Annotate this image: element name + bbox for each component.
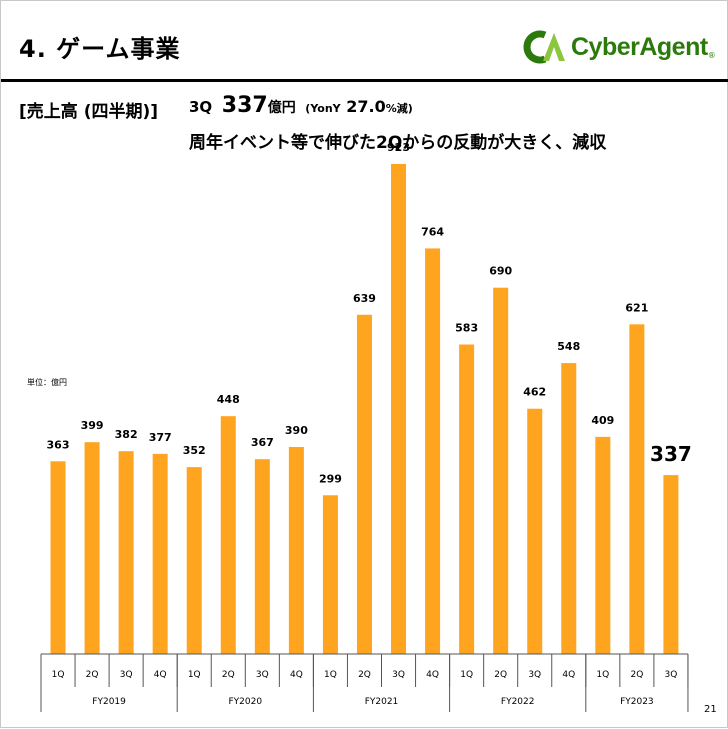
category-tick-label: 3Q	[392, 670, 405, 680]
category-tick-label: 1Q	[596, 670, 609, 680]
bar	[459, 344, 475, 654]
headline-unit: 億円	[267, 100, 296, 116]
category-tick-label: 1Q	[188, 670, 201, 680]
bar-value-label: 377	[149, 431, 172, 444]
bar	[356, 314, 372, 654]
headline-yoy-prefix: (YonY	[305, 102, 341, 115]
bar	[84, 442, 100, 654]
bar-value-label: 399	[81, 419, 104, 432]
group-tick-label: FY2020	[229, 697, 263, 707]
bar-value-label: 548	[557, 340, 580, 353]
section-label: [売上高 (四半期)]	[19, 102, 158, 122]
category-tick-label: 4Q	[562, 670, 575, 680]
category-tick-label: 3Q	[665, 670, 678, 680]
headline-value: 337	[221, 93, 268, 118]
bar-value-label: 363	[47, 438, 70, 451]
bar-value-label: 337	[650, 442, 692, 466]
bar	[220, 416, 236, 654]
bar	[50, 461, 66, 654]
group-tick-label: FY2021	[365, 697, 399, 707]
category-tick-label: 1Q	[324, 670, 337, 680]
title-divider	[1, 79, 728, 82]
bar	[118, 451, 134, 654]
cyberagent-logo: CyberAgent ®	[523, 25, 719, 69]
bar-value-label: 390	[285, 424, 308, 437]
unit-note: 単位：億円	[27, 378, 67, 387]
bar	[663, 475, 679, 654]
headline-yoy-value: 27.0	[346, 97, 386, 116]
bar-value-label: 367	[251, 436, 274, 449]
headline-quarter: 3Q	[189, 98, 213, 116]
headline-yoy-suffix: %減)	[385, 102, 413, 115]
ca-logo-icon	[523, 30, 565, 64]
bar-value-label: 462	[523, 386, 546, 399]
bar	[254, 459, 270, 654]
category-tick-label: 1Q	[460, 670, 473, 680]
bar-value-label: 448	[217, 393, 240, 406]
logo-text: CyberAgent	[571, 32, 708, 61]
page-title: 4. ゲーム事業	[19, 35, 181, 63]
category-tick-label: 4Q	[290, 670, 303, 680]
category-tick-label: 3Q	[256, 670, 269, 680]
category-tick-label: 3Q	[120, 670, 133, 680]
bar-value-label: 583	[455, 321, 478, 334]
page-number: 21	[704, 704, 717, 715]
bar-value-label: 764	[421, 225, 444, 238]
bar	[186, 467, 202, 654]
bar	[425, 248, 441, 654]
category-tick-label: 2Q	[86, 670, 99, 680]
category-tick-label: 3Q	[528, 670, 541, 680]
bar	[391, 164, 407, 654]
logo-trademark: ®	[707, 51, 716, 60]
bar-value-label: 690	[489, 265, 512, 278]
bar	[152, 453, 168, 654]
bar-value-label: 299	[319, 472, 342, 485]
group-tick-label: FY2023	[620, 697, 654, 707]
bar-value-label: 382	[115, 428, 138, 441]
bar-value-label: 352	[183, 444, 206, 457]
category-tick-label: 2Q	[358, 670, 371, 680]
bar	[288, 446, 304, 654]
bar	[493, 287, 509, 654]
category-tick-label: 4Q	[426, 670, 439, 680]
bar	[322, 495, 338, 654]
bar-value-label: 923	[387, 141, 410, 154]
bar-value-label: 409	[591, 414, 614, 427]
bar	[595, 436, 611, 654]
bar	[527, 408, 543, 654]
group-tick-label: FY2019	[92, 697, 126, 707]
bar-value-label: 621	[625, 301, 648, 314]
category-tick-label: 2Q	[494, 670, 507, 680]
headline-comment: 周年イベント等で伸びた2Qからの反動が大きく、減収	[189, 133, 607, 153]
category-tick-label: 2Q	[630, 670, 643, 680]
bar	[629, 324, 645, 654]
category-tick-label: 1Q	[52, 670, 65, 680]
bar-value-label: 639	[353, 292, 376, 305]
category-tick-label: 4Q	[154, 670, 167, 680]
category-tick-label: 2Q	[222, 670, 235, 680]
headline-figure: 3Q 337億円 (YonY 27.0%減)	[189, 93, 413, 118]
bar	[561, 363, 577, 654]
group-tick-label: FY2022	[501, 697, 535, 707]
